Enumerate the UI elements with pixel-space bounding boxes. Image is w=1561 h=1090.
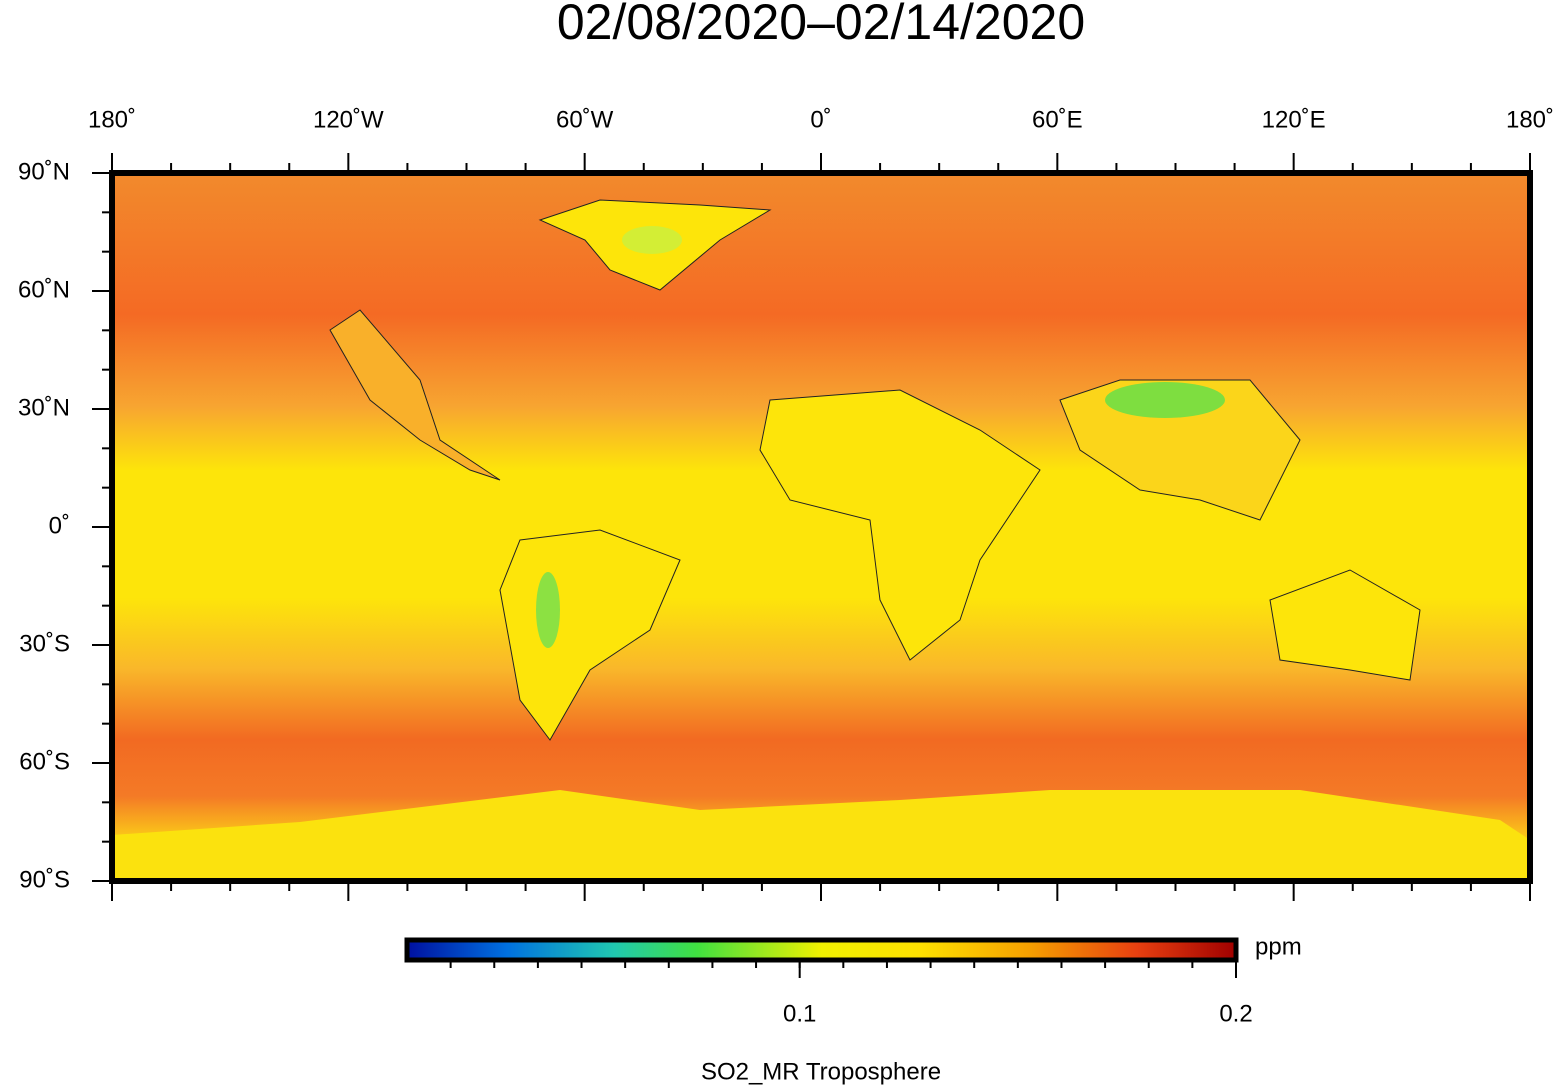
colorbar-label: SO2_MR Troposphere xyxy=(701,1058,941,1085)
lon-label: 180˚ xyxy=(1506,106,1554,133)
colorbar-tick-label: 0.2 xyxy=(1219,1000,1252,1027)
greenland-low xyxy=(622,226,682,254)
colorbar-tick-label: 0.1 xyxy=(783,1000,816,1027)
lon-label: 180˚ xyxy=(88,106,136,133)
frame-ticks xyxy=(92,153,1531,901)
lat-label: 60˚S xyxy=(19,748,70,775)
lon-label: 60˚E xyxy=(1032,106,1083,133)
lon-label: 60˚W xyxy=(556,106,614,133)
land xyxy=(112,199,1530,881)
lat-label: 30˚S xyxy=(19,630,70,657)
lat-label: 30˚N xyxy=(18,394,70,421)
colorbar-unit: ppm xyxy=(1255,933,1302,960)
north-america xyxy=(329,309,501,481)
lon-label: 120˚E xyxy=(1262,106,1326,133)
australia xyxy=(1269,569,1421,681)
lat-label: 0˚ xyxy=(49,512,70,539)
africa xyxy=(759,389,1041,661)
andes-low xyxy=(536,572,560,648)
lon-label: 120˚W xyxy=(313,106,384,133)
asia xyxy=(1059,379,1301,521)
lat-label: 60˚N xyxy=(18,276,70,303)
lat-label: 90˚S xyxy=(19,866,70,893)
title: 02/08/2020–02/14/2020 xyxy=(557,0,1085,50)
colorbar xyxy=(404,937,1239,963)
antarctica xyxy=(112,790,1530,881)
field-background xyxy=(112,173,1530,881)
lon-label: 0˚ xyxy=(810,106,831,133)
tibet-low xyxy=(1105,382,1225,418)
lat-label: 90˚N xyxy=(18,158,70,185)
colorbar-ticks xyxy=(449,960,1237,978)
map-field xyxy=(112,173,1530,881)
